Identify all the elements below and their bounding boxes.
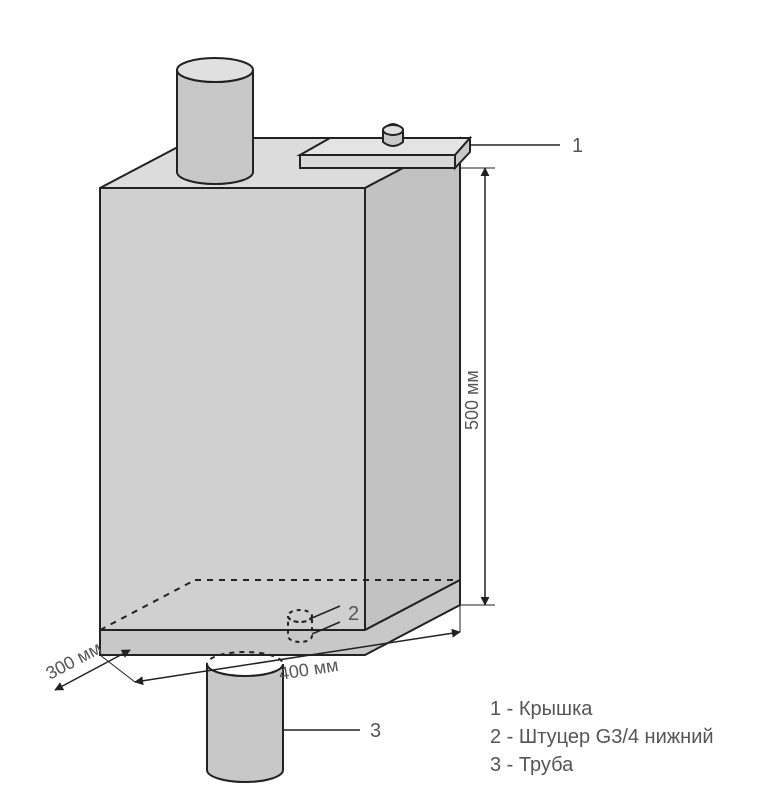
legend-line-1: 1 - Крышка xyxy=(490,695,714,723)
tank-diagram: 1 2 3 500 мм 400 мм 300 мм xyxy=(0,0,781,800)
callout-3-label: 3 xyxy=(370,720,381,742)
legend-line-2: 2 - Штуцер G3/4 нижний xyxy=(490,723,714,751)
callout-2-label: 2 xyxy=(348,603,359,625)
box-side-face xyxy=(365,138,460,630)
box-front-face xyxy=(100,188,365,630)
lid-plate xyxy=(300,155,455,168)
pipe-top-cap xyxy=(177,58,253,82)
dim-depth-label: 300 мм xyxy=(42,638,104,684)
dim-height-label: 500 мм xyxy=(462,370,482,430)
dim-width-ext-a xyxy=(100,655,135,682)
legend-line-3: 3 - Труба xyxy=(490,751,714,779)
pipe-top-body xyxy=(177,70,253,184)
lid-knob-top xyxy=(383,125,403,135)
callout-1-label: 1 xyxy=(572,135,583,157)
legend-block: 1 - Крышка 2 - Штуцер G3/4 нижний 3 - Тр… xyxy=(490,695,714,779)
pipe-bottom-body xyxy=(207,664,283,782)
